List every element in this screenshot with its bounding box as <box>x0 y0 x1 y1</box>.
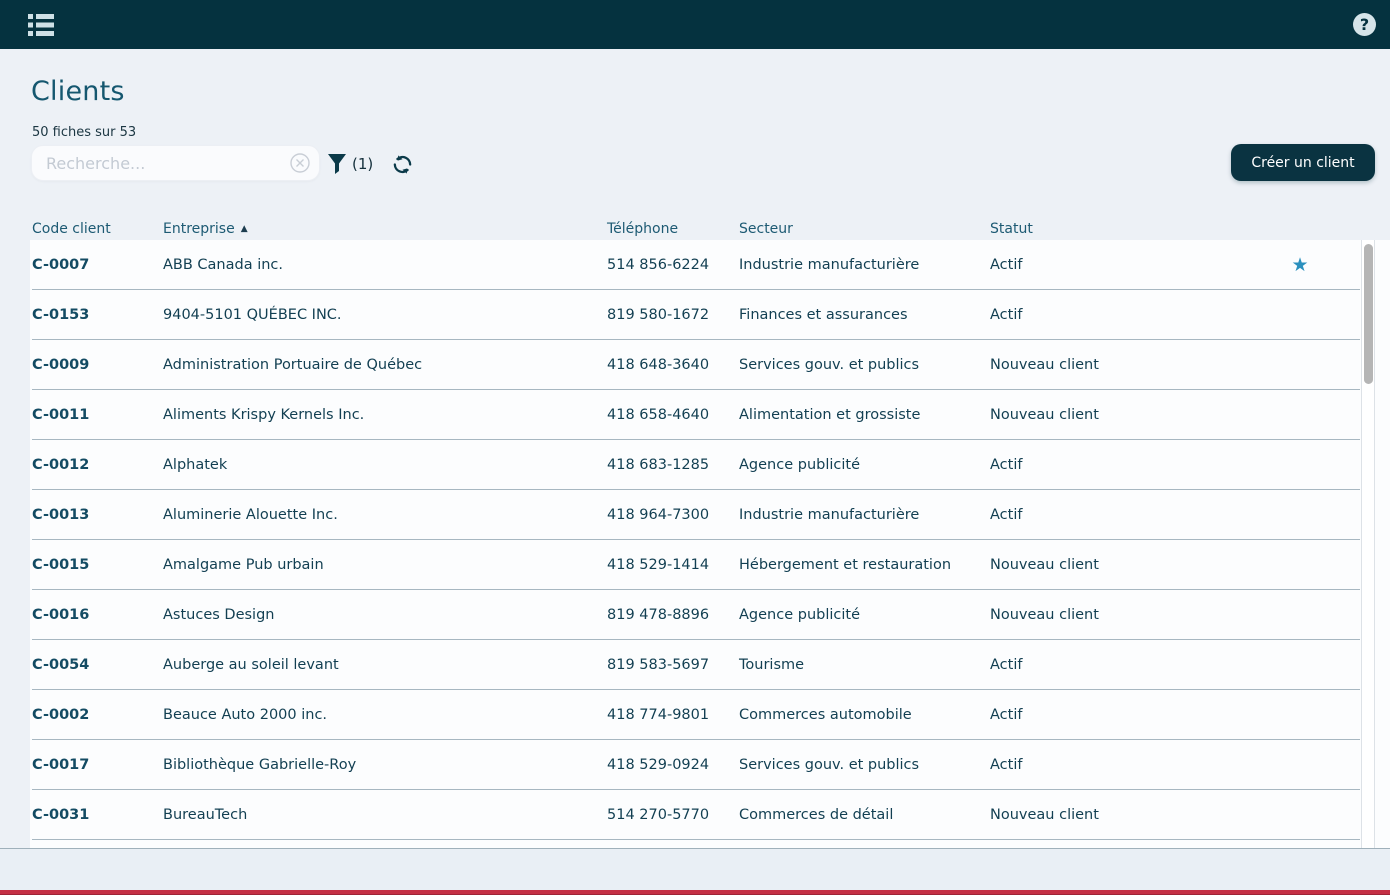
cell-secteur: Agence publicité <box>739 456 860 473</box>
cell-secteur: Hébergement et restauration <box>739 556 952 573</box>
list-menu-icon[interactable] <box>28 12 56 38</box>
table-header: Code client Entreprise ▲ Téléphone Secte… <box>32 218 1360 240</box>
column-header-code-client[interactable]: Code client <box>32 221 111 237</box>
clear-search-icon[interactable] <box>290 153 310 173</box>
cell-secteur: Industrie manufacturière <box>739 506 920 523</box>
table-row[interactable]: C-0013 Aluminerie Alouette Inc. 418 964-… <box>32 490 1360 540</box>
cell-statut: Nouveau client <box>990 556 1099 573</box>
table-row[interactable]: C-0031 BureauTech 514 270-5770 Commerces… <box>32 790 1360 840</box>
cell-telephone: 418 774-9801 <box>607 706 710 723</box>
record-count: 50 fiches sur 53 <box>32 125 137 140</box>
table-row[interactable]: C-0153 9404-5101 QUÉBEC INC. 819 580-167… <box>32 290 1360 340</box>
cell-code-client: C-0011 <box>32 406 90 423</box>
cell-entreprise: ABB Canada inc. <box>163 256 284 273</box>
cell-code-client: C-0015 <box>32 556 90 573</box>
client-table: C-0007 ABB Canada inc. 514 856-6224 Indu… <box>30 240 1390 848</box>
cell-entreprise: Astuces Design <box>163 606 275 623</box>
filter-icon[interactable] <box>328 154 346 174</box>
vertical-scrollbar-track[interactable] <box>1361 240 1375 848</box>
help-icon[interactable]: ? <box>1353 13 1376 36</box>
cell-statut: Actif <box>990 256 1023 273</box>
cell-telephone: 819 478-8896 <box>607 606 710 623</box>
cell-secteur: Commerces de détail <box>739 806 894 823</box>
cell-statut: Actif <box>990 506 1023 523</box>
cell-secteur: Agence publicité <box>739 606 860 623</box>
cell-entreprise: Auberge au soleil levant <box>163 656 339 673</box>
cell-secteur: Finances et assurances <box>739 306 908 323</box>
cell-entreprise: Aluminerie Alouette Inc. <box>163 506 338 523</box>
filter-group: (1) <box>328 150 414 178</box>
sort-asc-icon: ▲ <box>240 224 248 234</box>
page-title: Clients <box>31 76 125 107</box>
cell-code-client: C-0054 <box>32 656 90 673</box>
column-header-telephone[interactable]: Téléphone <box>607 221 679 237</box>
cell-secteur: Tourisme <box>739 656 805 673</box>
table-row[interactable]: C-0011 Aliments Krispy Kernels Inc. 418 … <box>32 390 1360 440</box>
cell-secteur: Commerces automobile <box>739 706 912 723</box>
column-header-statut[interactable]: Statut <box>990 221 1033 237</box>
cell-code-client: C-0153 <box>32 306 90 323</box>
vertical-scrollbar-thumb[interactable] <box>1364 244 1373 384</box>
bottom-red-bar <box>0 890 1390 895</box>
cell-telephone: 418 529-1414 <box>607 556 710 573</box>
table-row[interactable]: C-0012 Alphatek 418 683-1285 Agence publ… <box>32 440 1360 490</box>
cell-telephone: 418 683-1285 <box>607 456 710 473</box>
cell-code-client: C-0012 <box>32 456 90 473</box>
bottom-strip <box>0 848 1390 890</box>
cell-secteur: Alimentation et grossiste <box>739 406 921 423</box>
cell-telephone: 819 580-1672 <box>607 306 710 323</box>
cell-statut: Actif <box>990 756 1023 773</box>
cell-entreprise: Bibliothèque Gabrielle-Roy <box>163 756 357 773</box>
cell-statut: Actif <box>990 656 1023 673</box>
cell-entreprise: Aliments Krispy Kernels Inc. <box>163 406 365 423</box>
cell-code-client: C-0017 <box>32 756 90 773</box>
cell-telephone: 514 270-5770 <box>607 806 710 823</box>
cell-entreprise: BureauTech <box>163 806 248 823</box>
cell-telephone: 418 648-3640 <box>607 356 710 373</box>
cell-code-client: C-0013 <box>32 506 90 523</box>
column-header-secteur[interactable]: Secteur <box>739 221 793 237</box>
cell-secteur: Services gouv. et publics <box>739 756 920 773</box>
cell-code-client: C-0002 <box>32 706 90 723</box>
cell-statut: Actif <box>990 706 1023 723</box>
cell-telephone: 418 529-0924 <box>607 756 710 773</box>
cell-telephone: 514 856-6224 <box>607 256 710 273</box>
cell-entreprise: 9404-5101 QUÉBEC INC. <box>163 306 342 323</box>
search-box <box>31 145 320 181</box>
table-row[interactable]: C-0054 Auberge au soleil levant 819 583-… <box>32 640 1360 690</box>
cell-entreprise: Amalgame Pub urbain <box>163 556 324 573</box>
filter-count: (1) <box>352 155 374 173</box>
table-row[interactable]: C-0007 ABB Canada inc. 514 856-6224 Indu… <box>32 240 1360 290</box>
table-row[interactable]: C-0015 Amalgame Pub urbain 418 529-1414 … <box>32 540 1360 590</box>
favorite-star-icon[interactable]: ★ <box>1291 253 1309 276</box>
table-row[interactable]: C-0017 Bibliothèque Gabrielle-Roy 418 52… <box>32 740 1360 790</box>
cell-telephone: 418 964-7300 <box>607 506 710 523</box>
cell-code-client: C-0031 <box>32 806 90 823</box>
cell-entreprise: Beauce Auto 2000 inc. <box>163 706 328 723</box>
cell-statut: Actif <box>990 456 1023 473</box>
cell-secteur: Services gouv. et publics <box>739 356 920 373</box>
cell-statut: Nouveau client <box>990 356 1099 373</box>
cell-statut: Nouveau client <box>990 606 1099 623</box>
column-header-entreprise[interactable]: Entreprise ▲ <box>163 221 248 237</box>
cell-entreprise: Administration Portuaire de Québec <box>163 356 423 373</box>
table-row[interactable]: C-0009 Administration Portuaire de Québe… <box>32 340 1360 390</box>
cell-secteur: Industrie manufacturière <box>739 256 920 273</box>
cell-entreprise: Alphatek <box>163 456 228 473</box>
refresh-icon[interactable] <box>391 153 414 176</box>
table-row[interactable]: C-0002 Beauce Auto 2000 inc. 418 774-980… <box>32 690 1360 740</box>
cell-statut: Actif <box>990 306 1023 323</box>
cell-telephone: 418 658-4640 <box>607 406 710 423</box>
cell-statut: Nouveau client <box>990 806 1099 823</box>
cell-code-client: C-0009 <box>32 356 90 373</box>
create-client-button[interactable]: Créer un client <box>1231 144 1375 181</box>
table-row[interactable]: C-0016 Astuces Design 819 478-8896 Agenc… <box>32 590 1360 640</box>
cell-code-client: C-0007 <box>32 256 90 273</box>
cell-statut: Nouveau client <box>990 406 1099 423</box>
search-input[interactable] <box>32 153 290 173</box>
cell-telephone: 819 583-5697 <box>607 656 710 673</box>
top-navbar: ? <box>0 0 1390 49</box>
cell-code-client: C-0016 <box>32 606 90 623</box>
